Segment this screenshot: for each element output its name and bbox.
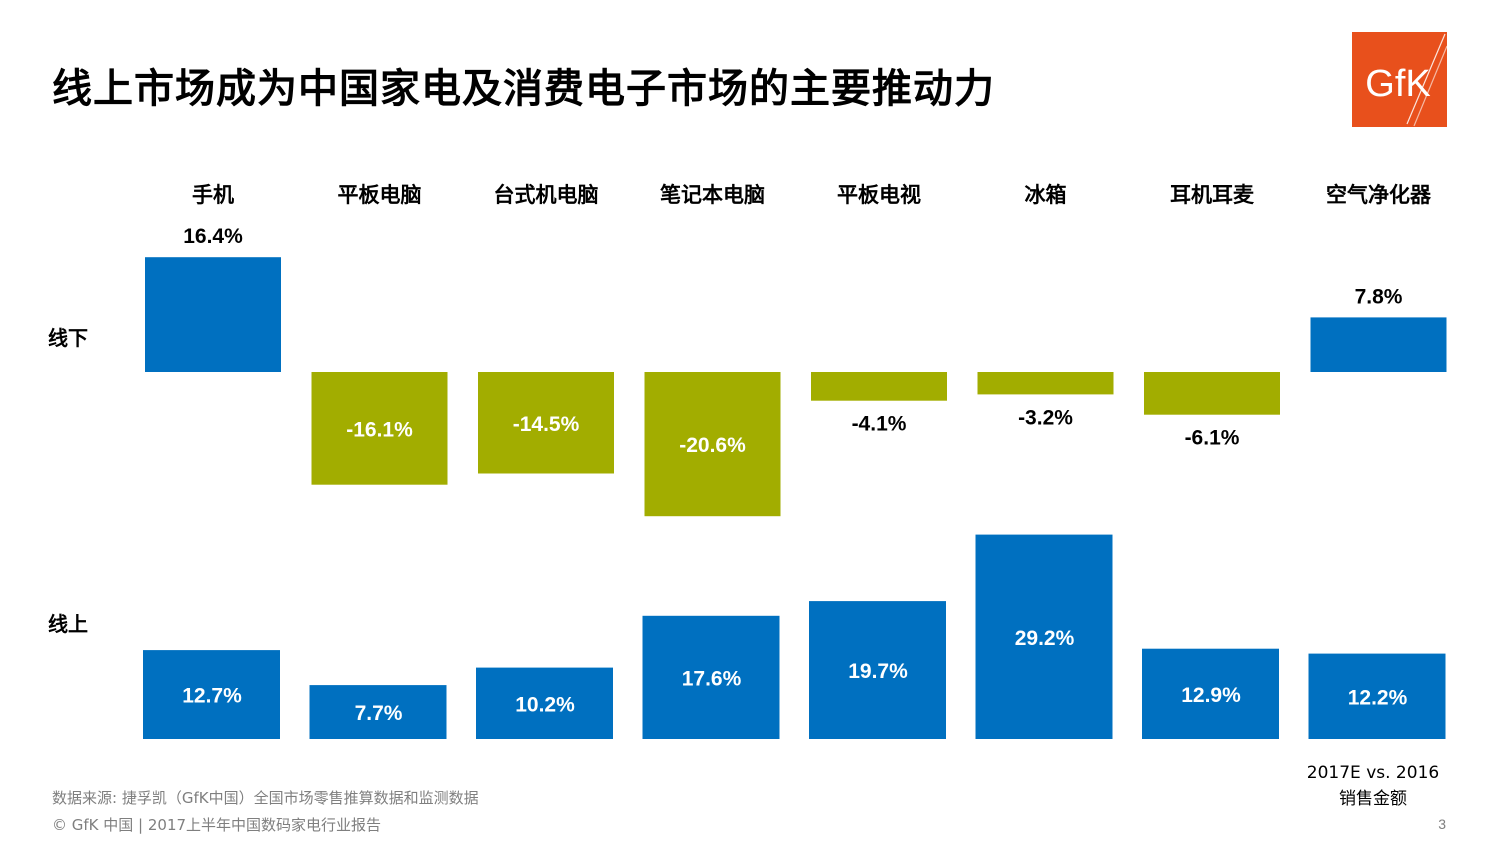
data-label-online: 7.7% (355, 702, 403, 725)
legend-line-2: 销售金额 (1339, 789, 1407, 809)
page-title: 线上市场成为中国家电及消费电子市场的主要推动力 (52, 66, 995, 112)
data-label-online: 29.2% (1015, 627, 1075, 650)
bar-online (143, 650, 280, 739)
bar-online (809, 601, 946, 739)
legend-line-1: 2017E vs. 2016 (1306, 763, 1440, 783)
source-note: 数据来源: 捷孚凯（GfK中国）全国市场零售推算数据和监测数据 (52, 789, 479, 807)
legend-note: 2017E vs. 2016 销售金额 (1300, 760, 1446, 812)
data-label-online: 10.2% (515, 693, 575, 716)
bar-online (1308, 653, 1446, 739)
data-label-offline: -4.1% (852, 413, 907, 436)
bar-offline (478, 372, 614, 474)
category-label: 冰箱 (1025, 183, 1067, 207)
row-label-online: 线上 (48, 612, 88, 636)
data-label-online: 12.2% (1348, 686, 1408, 709)
gfk-logo: GfK (1352, 32, 1447, 127)
category-label: 台式机电脑 (494, 183, 599, 207)
bar-online (476, 667, 613, 739)
category-label: 平板电脑 (338, 183, 422, 207)
category-label: 空气净化器 (1326, 183, 1432, 207)
page-number: 3 (1438, 816, 1446, 832)
data-label-offline: -6.1% (1185, 427, 1240, 450)
footer-text: © GfK 中国 | 2017上半年中国数码家电行业报告 (52, 816, 382, 834)
bar-online (309, 685, 447, 739)
data-label-offline: -16.1% (346, 418, 413, 441)
bar-online (1142, 648, 1279, 739)
bar-offline (1144, 372, 1280, 415)
data-label-online: 17.6% (682, 667, 742, 690)
bar-offline (811, 372, 947, 401)
data-label-offline: -3.2% (1018, 406, 1073, 429)
category-label: 平板电视 (837, 183, 921, 207)
data-label-offline: -20.6% (679, 434, 746, 457)
bar-offline (1310, 317, 1447, 372)
category-label: 手机 (192, 183, 234, 207)
bar-offline (145, 257, 281, 372)
bar-offline (644, 372, 781, 517)
data-label-online: 19.7% (848, 660, 908, 683)
logo-text: GfK (1365, 63, 1430, 105)
bar-offline (977, 372, 1114, 395)
bar-offline (311, 372, 448, 485)
data-label-offline: -14.5% (513, 413, 580, 436)
data-label-online: 12.9% (1181, 684, 1241, 707)
bar-online (642, 615, 780, 739)
category-label: 笔记本电脑 (660, 183, 765, 207)
row-label-offline: 线下 (48, 326, 88, 350)
data-label-offline: 16.4% (183, 225, 243, 248)
bar-online (975, 534, 1113, 739)
data-label-online: 12.7% (182, 685, 242, 708)
data-label-offline: 7.8% (1355, 285, 1403, 308)
category-label: 耳机耳麦 (1170, 183, 1255, 207)
